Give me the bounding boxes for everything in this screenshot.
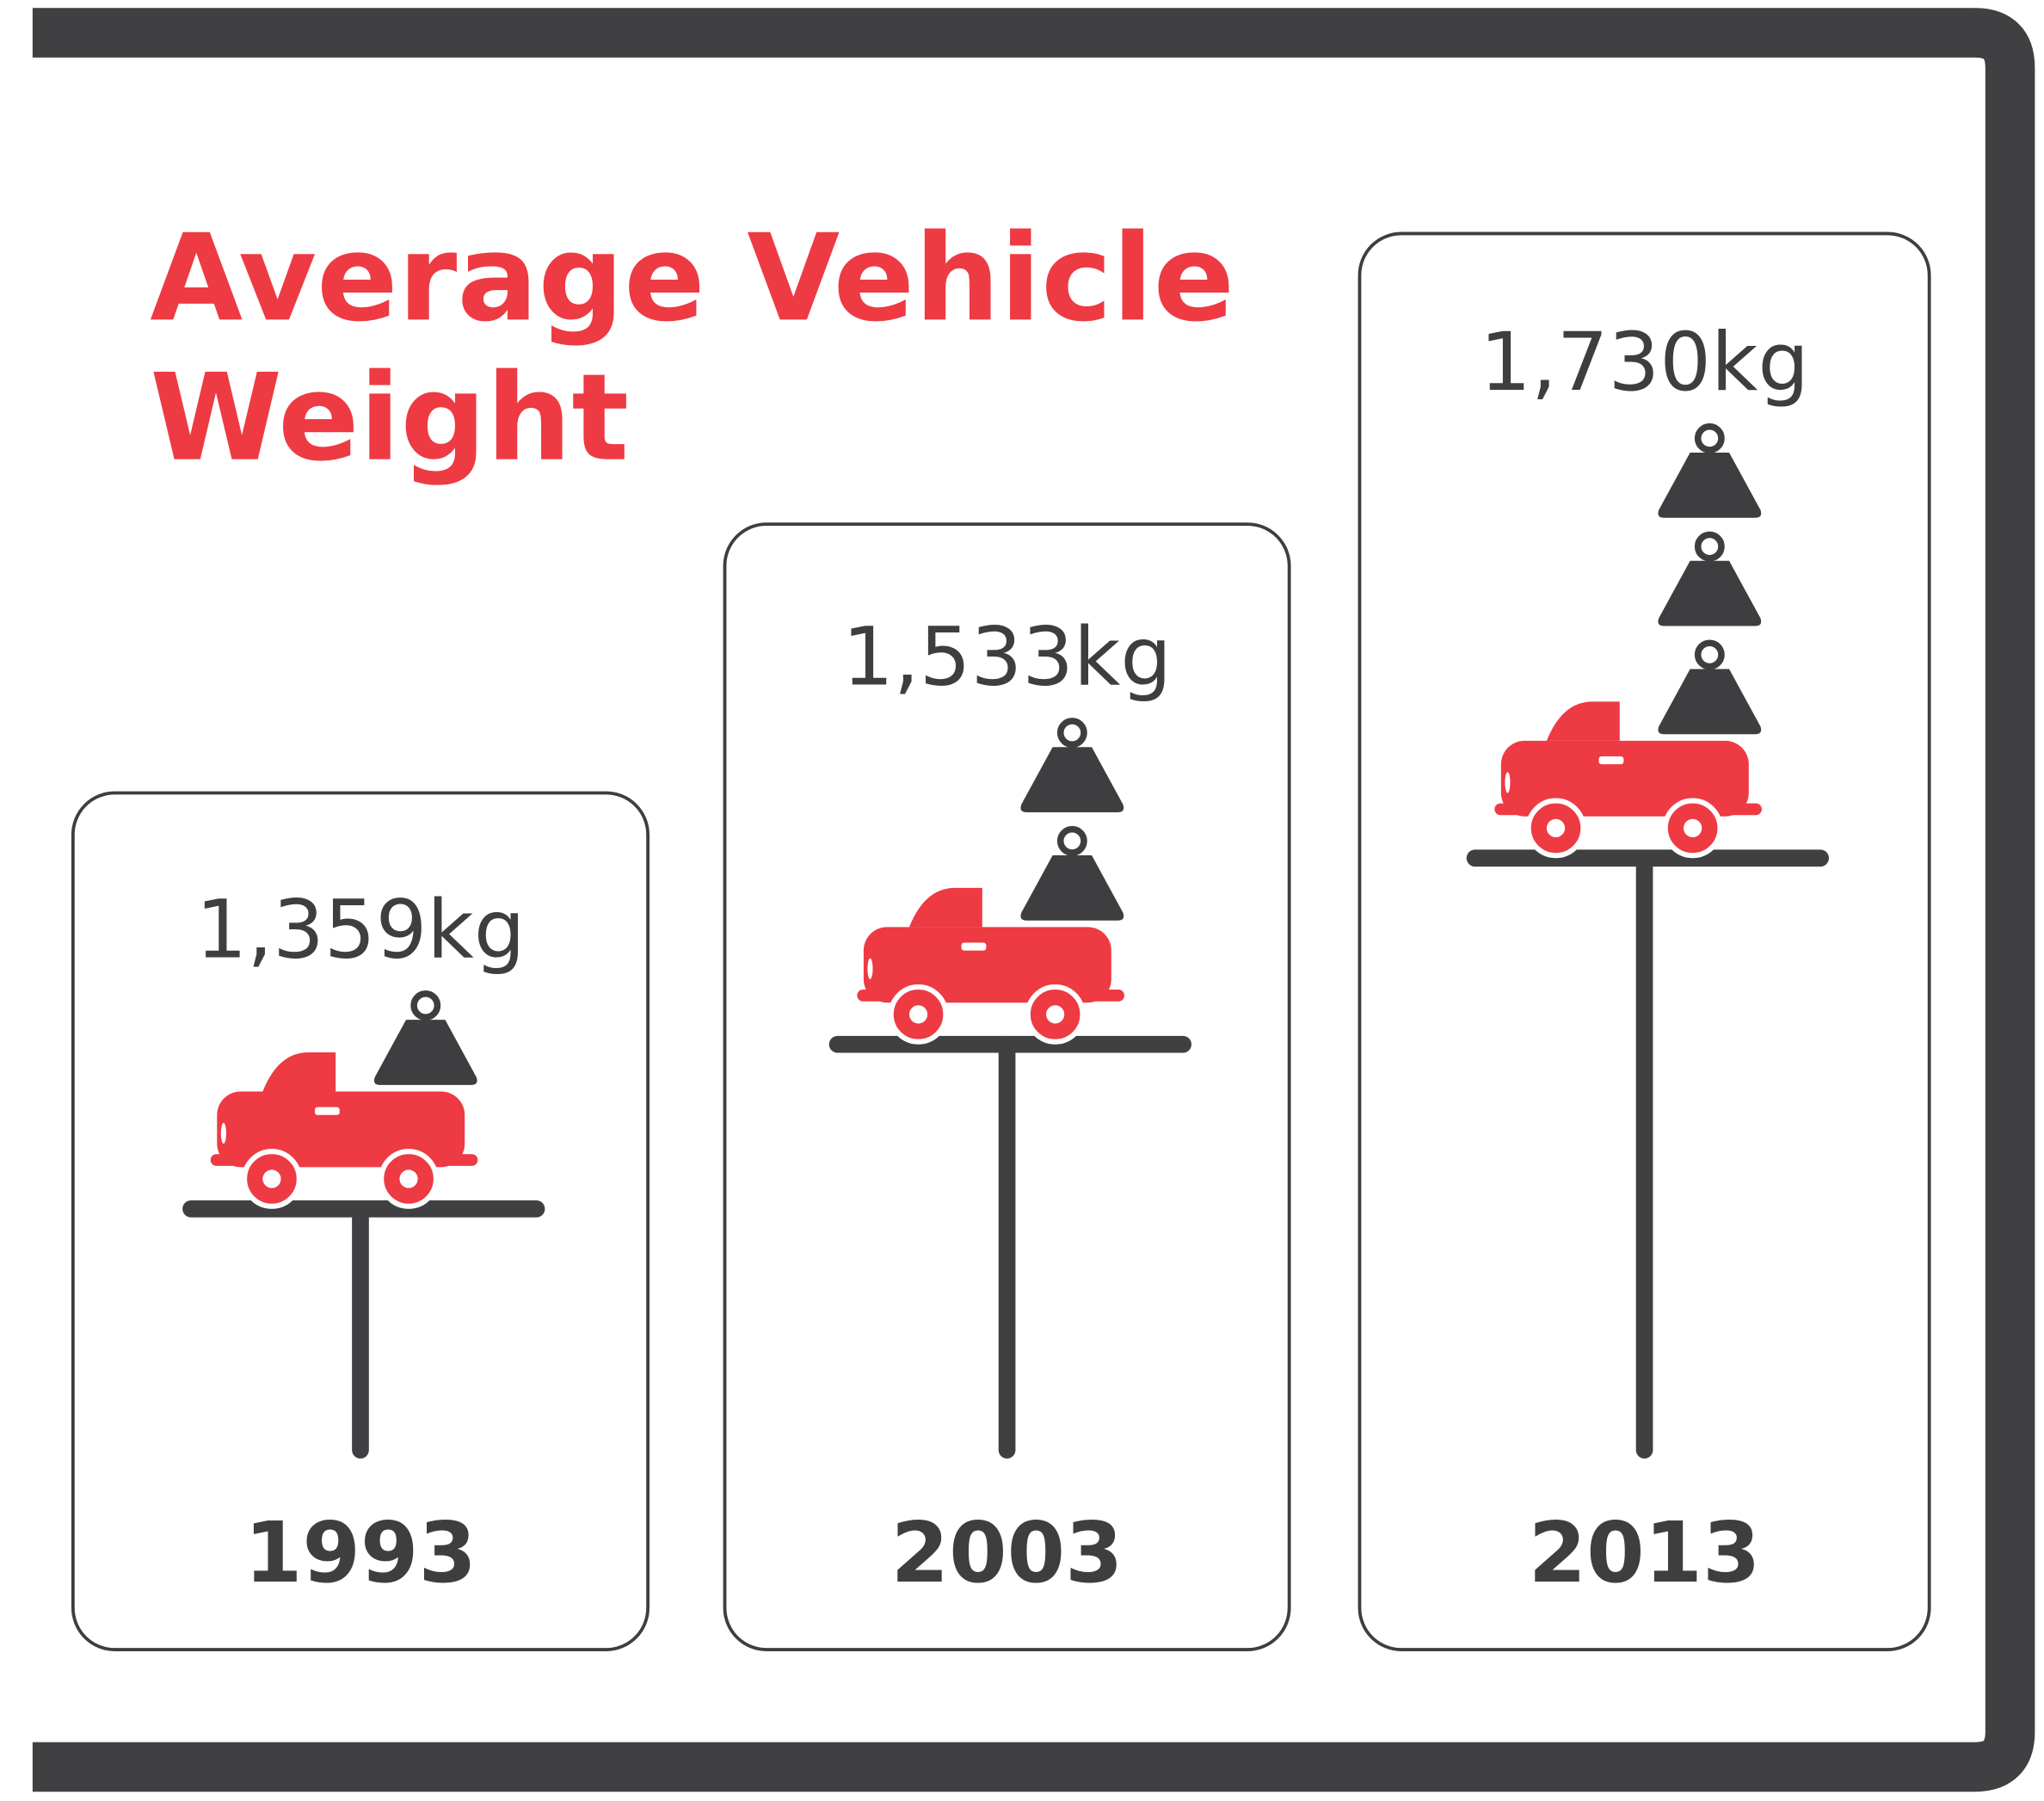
car-handle — [961, 942, 987, 951]
weight-ring — [1056, 718, 1087, 748]
car-cabin — [1546, 701, 1620, 741]
weight — [373, 1020, 477, 1085]
title-box: Average Vehicle Weight — [150, 208, 1235, 488]
weight-ring — [1694, 531, 1725, 562]
weight — [1658, 560, 1762, 626]
weight-ring — [1694, 639, 1725, 670]
weight — [1658, 669, 1762, 735]
vehicle-on-scale — [182, 990, 545, 1459]
car-hub — [262, 1169, 281, 1188]
value-label: 1,730kg — [1480, 316, 1809, 410]
car-handle — [314, 1107, 340, 1115]
category-label: 2003 — [891, 1504, 1124, 1601]
category-label: 2013 — [1529, 1504, 1761, 1601]
car-hub — [1546, 818, 1566, 838]
car-light — [220, 1122, 226, 1144]
car-body — [217, 1091, 465, 1168]
weight — [1020, 854, 1124, 921]
category-label: 1993 — [244, 1504, 477, 1601]
car-light — [1505, 772, 1511, 793]
vehicle-on-scale — [1466, 422, 1829, 1459]
chart-title: Average Vehicle Weight — [150, 208, 1235, 488]
frame — [32, 8, 2035, 1792]
car-hub — [908, 1005, 928, 1024]
car-light — [867, 958, 873, 979]
weight-ring — [1694, 422, 1725, 453]
car-hub — [399, 1169, 418, 1188]
car-handle — [1598, 756, 1624, 765]
car-hub — [1046, 1005, 1065, 1024]
value-label: 1,359kg — [196, 883, 526, 977]
car-cabin — [262, 1052, 336, 1092]
vehicle-on-scale — [828, 718, 1191, 1459]
weight — [1658, 452, 1762, 518]
weight — [1020, 747, 1124, 812]
car-body — [1500, 740, 1749, 817]
value-label: 1,533kg — [842, 610, 1172, 704]
weight-ring — [410, 990, 441, 1021]
car-hub — [1684, 818, 1702, 838]
weight-ring — [1056, 825, 1087, 856]
car-body — [863, 927, 1111, 1003]
car-cabin — [908, 887, 982, 928]
